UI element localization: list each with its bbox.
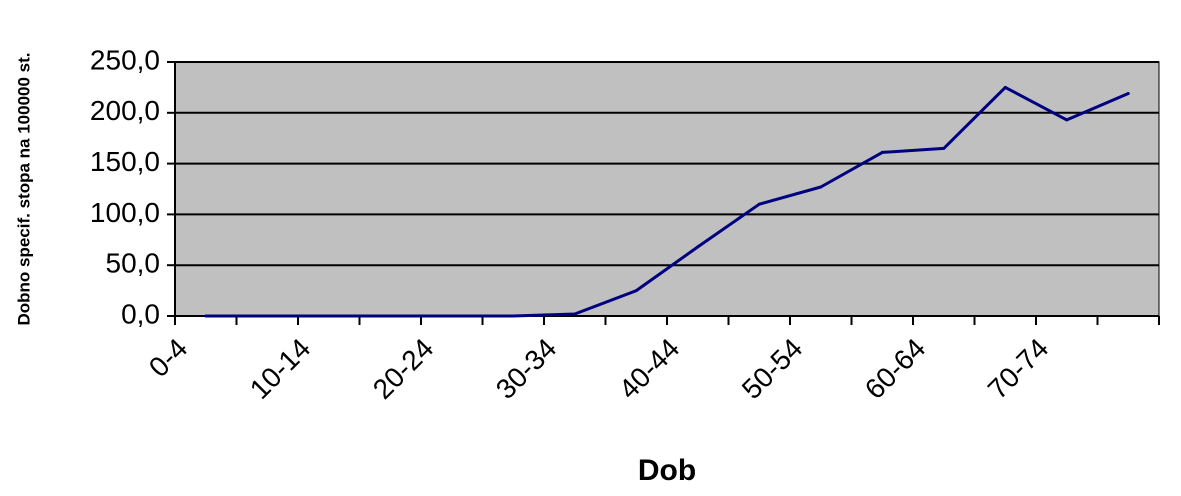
- data-point: [388, 314, 392, 318]
- x-tick-label: 60-64: [859, 332, 932, 405]
- data-point: [634, 289, 638, 293]
- data-point: [819, 185, 823, 189]
- data-point: [265, 314, 269, 318]
- x-axis-title: Dob: [638, 454, 696, 487]
- x-tick-label: 50-54: [736, 332, 809, 405]
- data-point: [327, 314, 331, 318]
- y-axis-title: Dobno specif. stopa na 100000 st.: [14, 52, 33, 325]
- data-point: [1003, 85, 1007, 89]
- data-point: [757, 202, 761, 206]
- y-tick-label: 100,0: [90, 197, 160, 228]
- data-point: [696, 245, 700, 249]
- series-line-1: [205, 85, 1129, 318]
- x-tick-label: 0-4: [143, 332, 194, 383]
- x-tick-label: 20-24: [367, 332, 440, 405]
- y-tick-label: 0,0: [121, 298, 160, 329]
- data-point: [942, 146, 946, 150]
- data-point: [1065, 118, 1069, 122]
- data-point: [204, 314, 208, 318]
- y-tick-label: 50,0: [106, 248, 161, 279]
- x-tick-label: 30-34: [490, 332, 563, 405]
- y-tick-label: 200,0: [90, 95, 160, 126]
- y-tick-label: 250,0: [90, 44, 160, 75]
- x-tick-label: 70-74: [982, 332, 1055, 405]
- y-tick-label: 150,0: [90, 146, 160, 177]
- data-point: [450, 314, 454, 318]
- data-point: [880, 150, 884, 154]
- series-layer: [204, 85, 1130, 318]
- data-point: [573, 312, 577, 316]
- y-axis-ticks: 0,0 50,0 100,0 150,0 200,0 250,0: [90, 44, 175, 329]
- data-point: [1126, 91, 1130, 95]
- x-tick-label: 40-44: [613, 332, 686, 405]
- x-tick-label: 10-14: [244, 332, 317, 405]
- x-axis-ticks: 0-4 10-14 20-24 30-34 40-44 50-54 60-64 70-74: [143, 316, 1160, 405]
- plot-area: [174, 61, 1160, 317]
- data-point: [511, 314, 515, 318]
